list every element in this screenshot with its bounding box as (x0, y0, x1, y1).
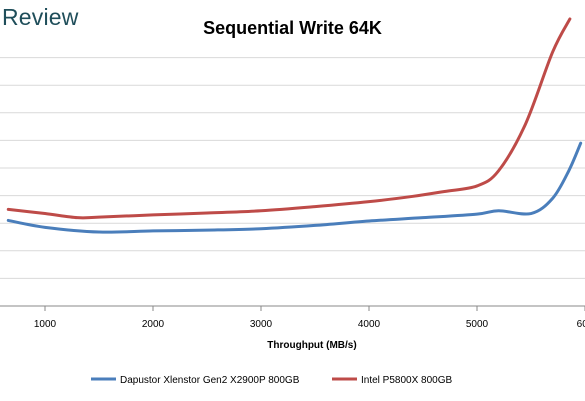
site-logo: Review (2, 4, 79, 30)
x-tick-label: 600 (577, 319, 585, 330)
gridlines (0, 57, 585, 279)
chart-title: Sequential Write 64K (203, 18, 382, 38)
x-tick-label: 5000 (466, 319, 489, 330)
x-tick-labels: 1000 2000 3000 4000 5000 600 (34, 306, 585, 330)
legend-label: Dapustor Xlenstor Gen2 X2900P 800GB (120, 375, 300, 386)
x-tick-label: 1000 (34, 319, 57, 330)
legend: Dapustor Xlenstor Gen2 X2900P 800GB Intel… (91, 375, 453, 386)
series-group (6, 17, 583, 234)
legend-label: Intel P5800X 800GB (361, 375, 453, 386)
series-line-dapustor (6, 141, 583, 234)
x-tick-label: 4000 (358, 319, 381, 330)
x-tick-label: 3000 (250, 319, 273, 330)
series-line-intel (6, 17, 572, 220)
x-axis-title: Throughput (MB/s) (267, 340, 356, 351)
x-tick-label: 2000 (142, 319, 165, 330)
